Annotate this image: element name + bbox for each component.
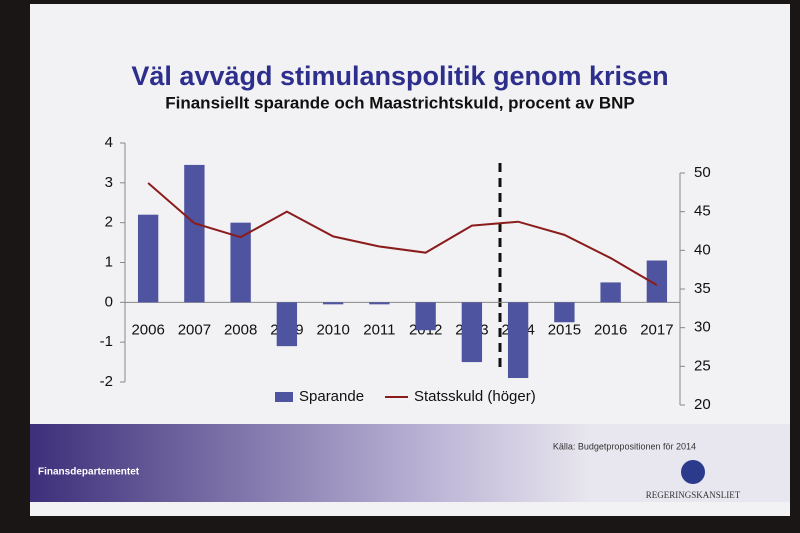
x-tick-label: 2016 (594, 321, 627, 338)
legend-label: Statsskuld (höger) (414, 388, 536, 405)
y-tick-label: 3 (105, 174, 113, 191)
bar (600, 282, 621, 303)
line (147, 182, 658, 286)
legend-swatch (275, 392, 293, 402)
bar (415, 302, 436, 331)
logo-emblem (681, 460, 705, 484)
chart-title: Väl avvägd stimulanspolitik genom krisen (131, 61, 668, 91)
bar (137, 214, 159, 303)
y-tick-label: -1 (100, 333, 113, 350)
department: Finansdepartementet (38, 467, 140, 478)
y-tick-label: -2 (100, 373, 113, 390)
bar (369, 302, 390, 305)
footer-gradient (30, 424, 590, 502)
logo-text: REGERINGSKANSLIET (646, 490, 741, 500)
y-tick-label: 2 (105, 214, 113, 231)
y-tick-label: 4 (105, 134, 113, 151)
bar (322, 302, 344, 305)
bar (507, 302, 529, 379)
x-tick-label: 2007 (178, 321, 211, 338)
y2-tick-label: 30 (694, 319, 711, 336)
bar (554, 302, 575, 323)
y2-tick-label: 40 (694, 241, 711, 258)
y-tick-label: 1 (105, 253, 113, 270)
x-tick-label: 2015 (548, 321, 581, 338)
y2-tick-label: 25 (694, 357, 711, 374)
y2-tick-label: 45 (694, 203, 711, 220)
y2-tick-label: 50 (694, 164, 711, 181)
x-tick-label: 2011 (363, 321, 395, 338)
y-tick-label: 0 (105, 293, 113, 310)
y2-tick-label: 20 (694, 396, 711, 413)
x-tick-label: 2006 (131, 321, 164, 338)
x-tick-label: 2010 (316, 321, 349, 338)
legend-label: Sparande (299, 388, 364, 405)
chart-subtitle: Finansiellt sparande och Maastrichtskuld… (165, 93, 635, 112)
bar (646, 260, 668, 303)
bar (461, 302, 483, 363)
bar (230, 222, 251, 303)
x-tick-label: 2008 (224, 321, 257, 338)
y2-tick-label: 35 (694, 280, 711, 297)
bar (276, 302, 298, 347)
bar (184, 164, 205, 303)
x-tick-label: 2017 (640, 321, 673, 338)
source: Källa: Budgetpropositionen för 2014 (553, 441, 696, 451)
